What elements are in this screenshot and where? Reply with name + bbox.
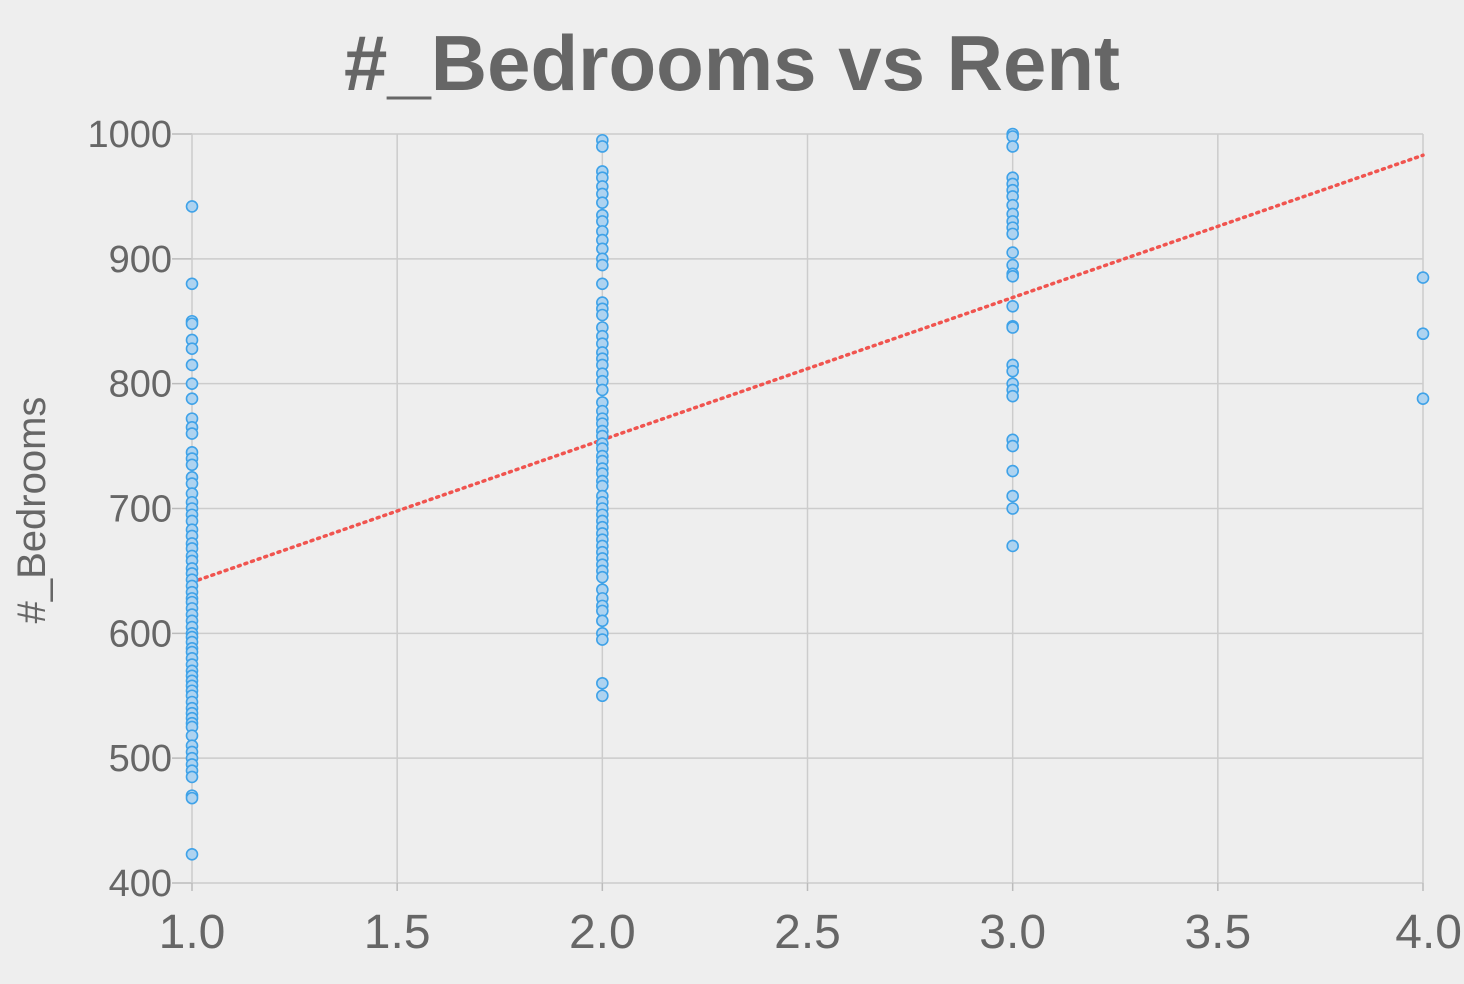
data-point bbox=[1006, 502, 1019, 515]
tick-label-layer: 400 500 600 700 800 900 1000 1.0 1.5 2.0 2.5 3.0 3.5… bbox=[87, 114, 1462, 959]
y-tick-label: 700 bbox=[109, 489, 172, 531]
data-point bbox=[596, 689, 609, 703]
data-point bbox=[185, 791, 199, 805]
grid-layer bbox=[172, 133, 1424, 891]
data-point bbox=[185, 277, 199, 291]
data-point bbox=[596, 633, 609, 646]
data-point bbox=[185, 317, 199, 331]
y-tick-label: 400 bbox=[109, 863, 172, 905]
data-point bbox=[185, 847, 199, 861]
y-tick-label: 800 bbox=[109, 364, 172, 406]
data-point bbox=[596, 614, 609, 628]
data-point bbox=[596, 383, 609, 397]
x-tick-label: 2.5 bbox=[774, 906, 841, 959]
data-point bbox=[1006, 321, 1019, 334]
data-point bbox=[185, 377, 199, 390]
data-point bbox=[185, 427, 199, 440]
data-point bbox=[1416, 327, 1430, 341]
data-point bbox=[1006, 489, 1019, 503]
data-point bbox=[1006, 464, 1019, 478]
data-point bbox=[1416, 271, 1430, 284]
y-axis-label: #_Bedrooms bbox=[10, 397, 54, 624]
x-tick-label: 1.0 bbox=[159, 906, 226, 959]
data-point bbox=[596, 196, 609, 209]
x-tick-label: 3.5 bbox=[1184, 906, 1251, 959]
x-tick-label: 4.0 bbox=[1395, 906, 1462, 959]
data-point bbox=[1416, 392, 1430, 405]
x-tick-label: 2.0 bbox=[569, 906, 636, 959]
data-point bbox=[185, 458, 199, 472]
data-point bbox=[185, 200, 199, 213]
data-point bbox=[185, 392, 199, 405]
x-tick-label: 1.5 bbox=[364, 906, 431, 959]
data-point bbox=[1006, 539, 1019, 553]
data-point bbox=[185, 770, 199, 784]
data-point bbox=[596, 570, 609, 584]
trend-layer bbox=[190, 153, 1425, 584]
data-point bbox=[1006, 389, 1019, 403]
y-tick-label: 500 bbox=[109, 738, 172, 780]
data-point bbox=[596, 676, 609, 690]
x-tick-label: 3.0 bbox=[979, 906, 1046, 959]
data-point bbox=[185, 358, 199, 372]
data-point bbox=[1006, 227, 1019, 241]
data-point bbox=[596, 140, 609, 153]
data-point bbox=[1006, 246, 1019, 259]
data-point bbox=[1006, 140, 1019, 153]
data-point bbox=[1006, 270, 1019, 283]
data-point bbox=[1006, 299, 1019, 313]
point-layer bbox=[185, 127, 1430, 861]
data-point bbox=[1006, 439, 1019, 453]
data-point bbox=[185, 342, 199, 356]
data-point bbox=[596, 308, 609, 322]
y-tick-label: 900 bbox=[109, 239, 172, 281]
data-point bbox=[596, 258, 609, 272]
data-point bbox=[1006, 364, 1019, 378]
y-tick-label: 1000 bbox=[87, 114, 172, 156]
chart-title: #_Bedrooms vs Rent bbox=[344, 19, 1120, 107]
data-point bbox=[596, 277, 609, 291]
trend-line bbox=[190, 153, 1425, 584]
y-tick-label: 600 bbox=[109, 613, 172, 655]
